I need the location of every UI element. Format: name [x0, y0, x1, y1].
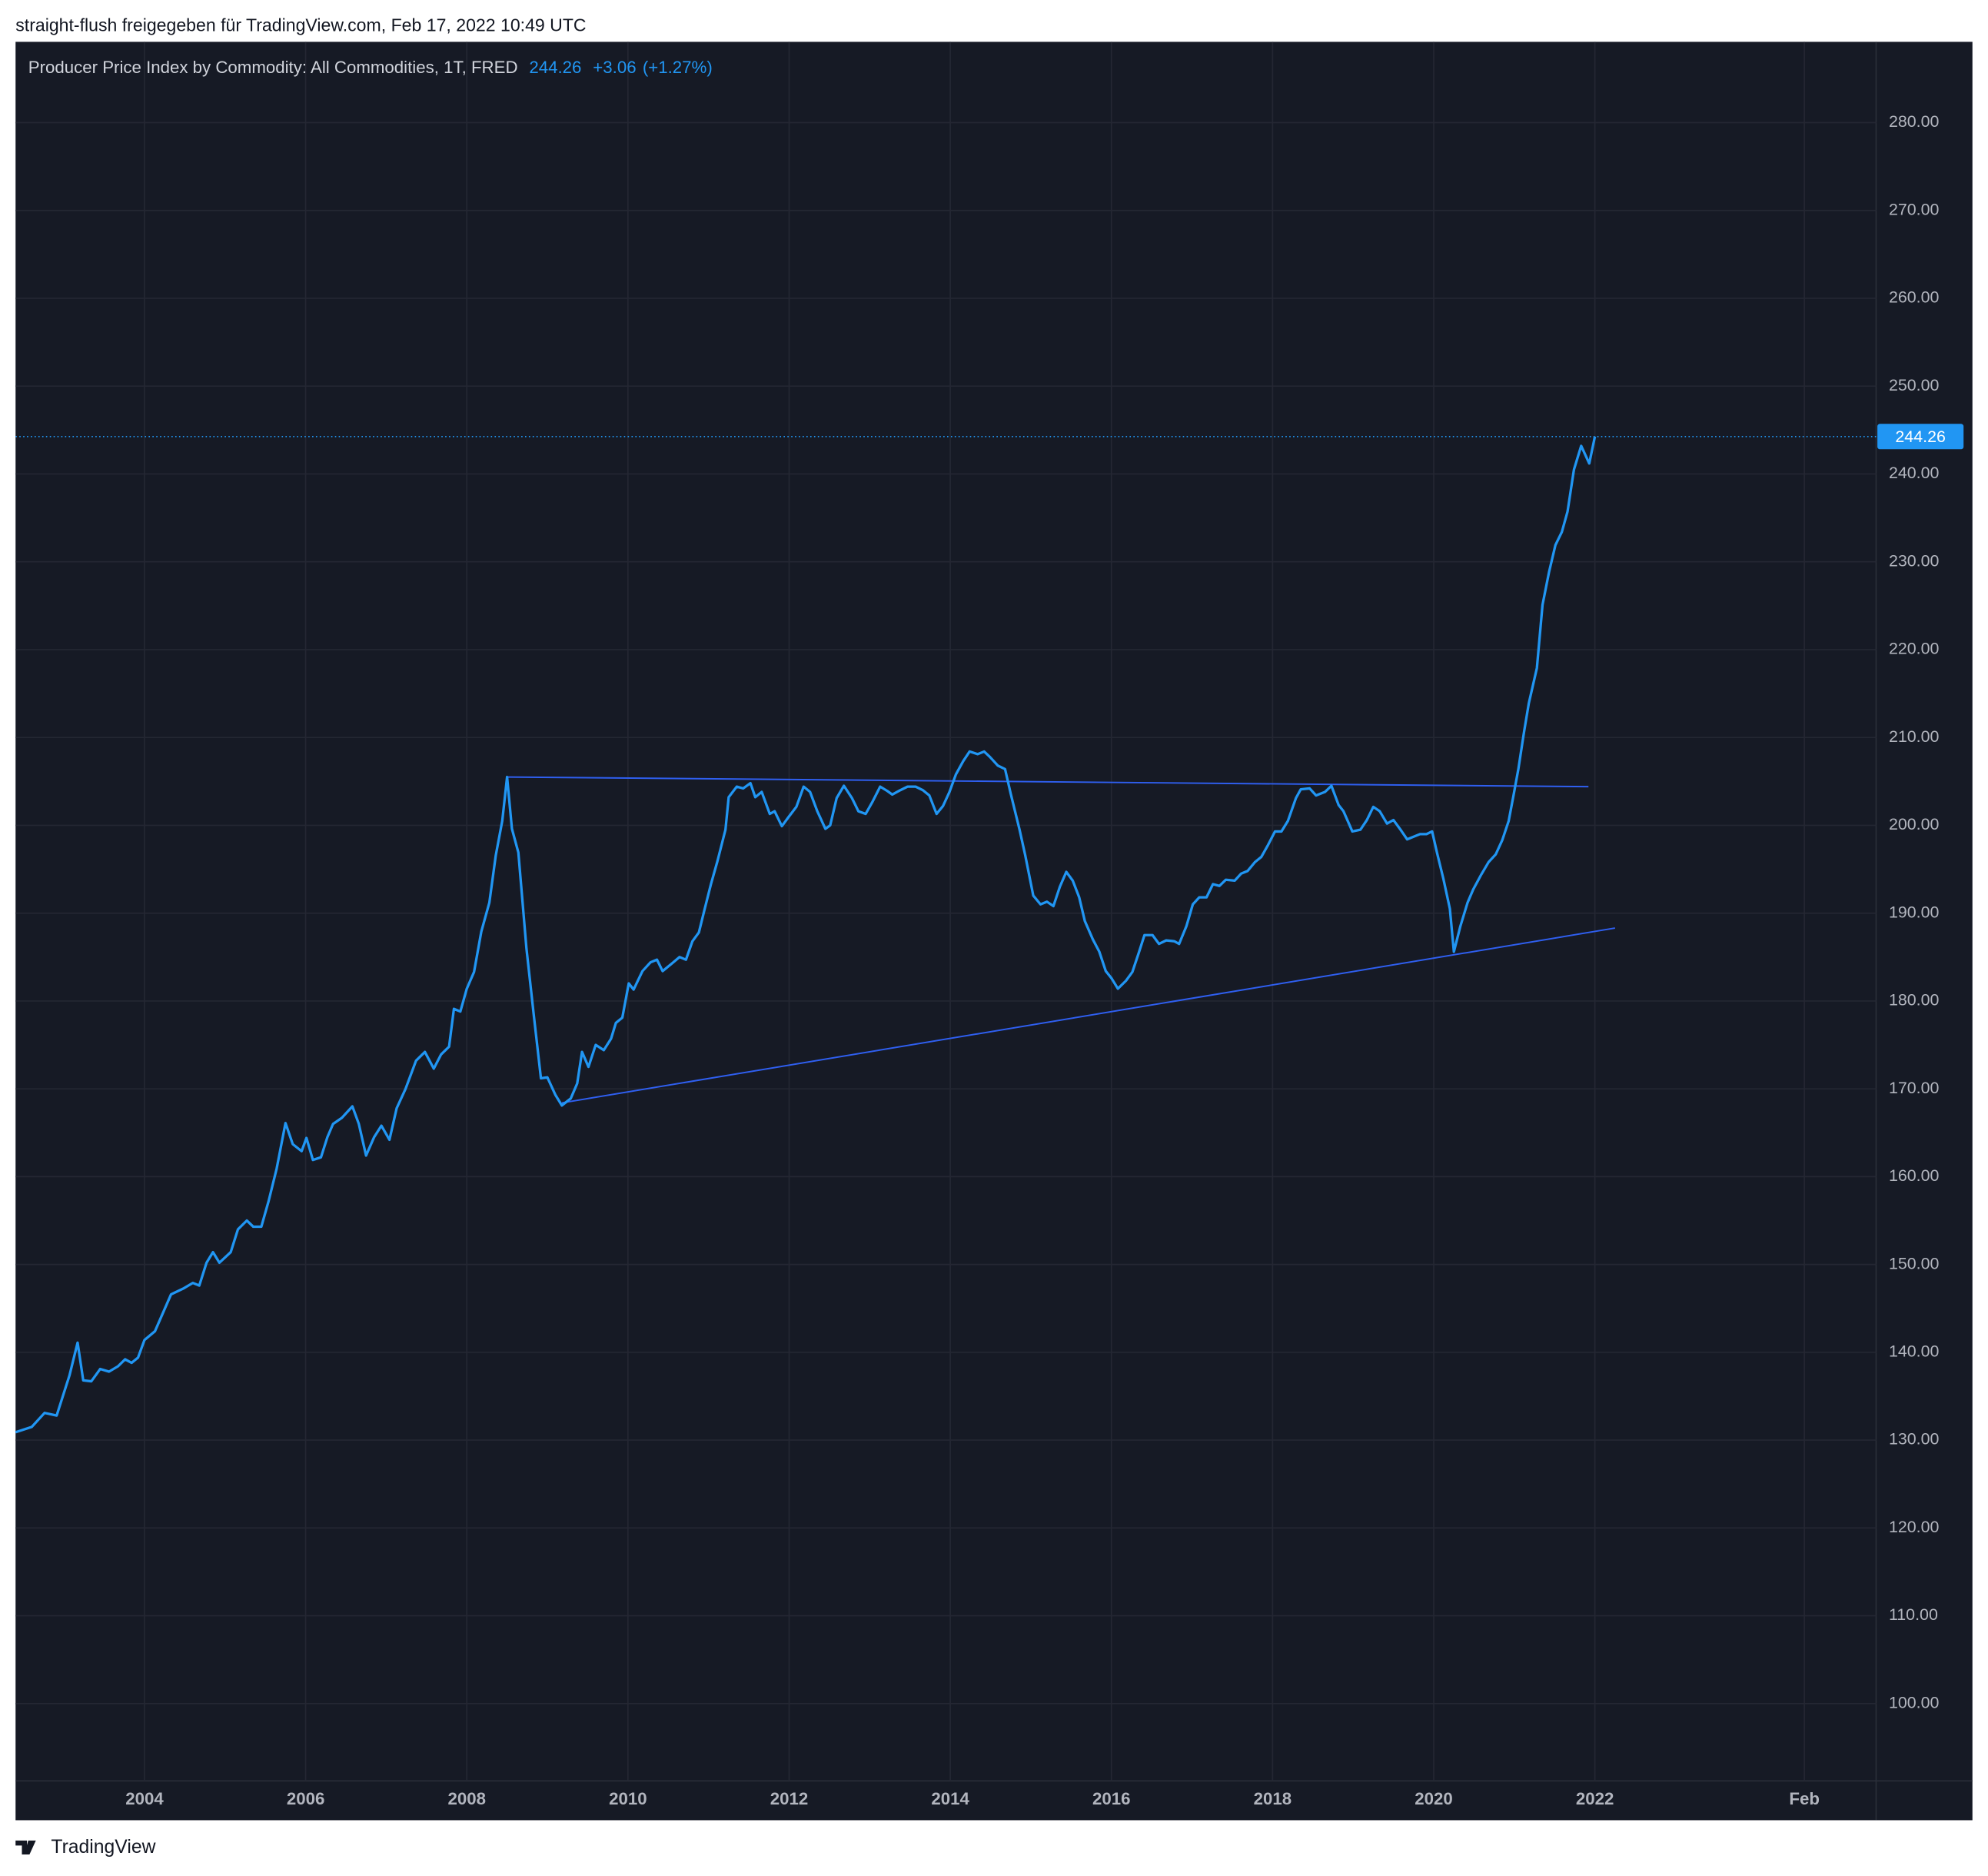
- series-line: [15, 436, 1597, 1434]
- y-tick-label: 190.00: [1889, 903, 1940, 921]
- x-tick-label: 2006: [287, 1789, 325, 1808]
- x-tick-label: 2014: [931, 1789, 969, 1808]
- brand-name: TradingView: [51, 1837, 155, 1858]
- y-tick-label: 200.00: [1889, 815, 1940, 833]
- x-tick-label: 2008: [447, 1789, 486, 1808]
- x-tick-label: Feb: [1789, 1789, 1820, 1808]
- y-tick-label: 160.00: [1889, 1166, 1940, 1185]
- y-tick-label: 130.00: [1889, 1430, 1940, 1449]
- x-tick-label: 2010: [609, 1789, 647, 1808]
- y-tick-label: 230.00: [1889, 551, 1940, 570]
- last-value: 244.26: [529, 58, 581, 77]
- x-tick-label: 2004: [125, 1789, 164, 1808]
- change: +3.06: [593, 58, 636, 77]
- y-tick-label: 170.00: [1889, 1079, 1940, 1097]
- x-tick-label: 2018: [1254, 1789, 1292, 1808]
- trendline: [561, 927, 1616, 1104]
- y-tick-label: 260.00: [1889, 288, 1940, 307]
- x-tick-label: 2016: [1092, 1789, 1131, 1808]
- y-tick-label: 110.00: [1889, 1605, 1938, 1624]
- last-value-label: 244.26: [1895, 427, 1946, 446]
- chart-title: Producer Price Index by Commodity: All C…: [28, 58, 713, 77]
- x-tick-label: 2012: [770, 1789, 809, 1808]
- trendline: [507, 776, 1589, 788]
- last-value-badge: [1877, 424, 1964, 450]
- y-tick-label: 140.00: [1889, 1342, 1940, 1361]
- x-tick-label: 2022: [1576, 1789, 1614, 1808]
- title-text: Producer Price Index by Commodity: All C…: [28, 58, 518, 77]
- y-tick-label: 210.00: [1889, 727, 1940, 746]
- y-tick-label: 100.00: [1889, 1693, 1940, 1711]
- y-tick-label: 250.00: [1889, 376, 1940, 394]
- marks: 244.26: [15, 424, 1964, 1434]
- y-tick-label: 240.00: [1889, 464, 1940, 482]
- y-tick-label: 270.00: [1889, 200, 1940, 218]
- y-tick-label: 220.00: [1889, 640, 1940, 658]
- y-tick-label: 120.00: [1889, 1518, 1940, 1536]
- y-tick-label: 280.00: [1889, 112, 1940, 131]
- change-pct: (+1.27%): [643, 58, 713, 77]
- x-tick-label: 2020: [1415, 1789, 1453, 1808]
- y-tick-label: 150.00: [1889, 1254, 1940, 1272]
- plot-background: [15, 42, 1973, 1821]
- y-tick-label: 180.00: [1889, 991, 1940, 1010]
- logo-icon: [15, 1840, 36, 1854]
- brand-logo: TradingView: [15, 1837, 156, 1858]
- source-note: straight-flush freigegeben für TradingVi…: [15, 15, 586, 35]
- grid: 100.00 110.00 120.00 130.00 140.00 150.00 160.…: [15, 42, 1940, 1808]
